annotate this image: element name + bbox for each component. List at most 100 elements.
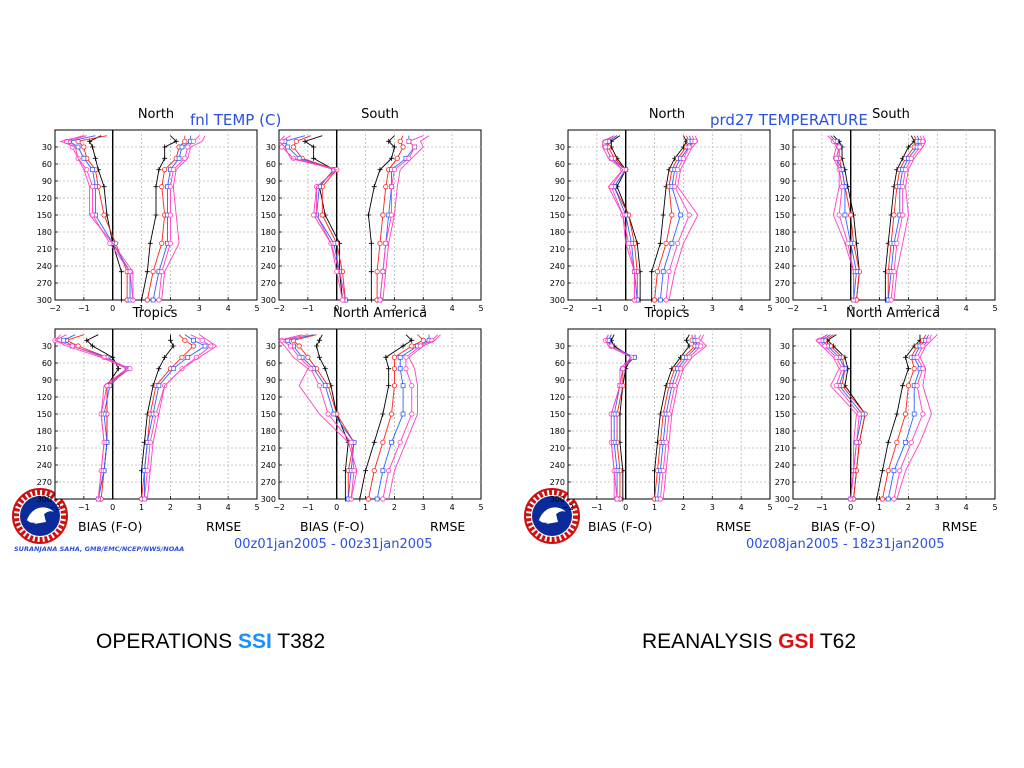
rmse-point <box>371 184 377 190</box>
y-tick-label: 300 <box>550 495 565 504</box>
x-tick-label: 0 <box>110 503 115 512</box>
y-tick-label: 30 <box>780 342 790 351</box>
rmse-point <box>920 411 926 417</box>
x-tick-label: 3 <box>421 503 426 512</box>
y-tick-label: 270 <box>37 279 52 288</box>
bias-point <box>833 354 839 360</box>
rmse-point <box>412 144 418 150</box>
rmse-series-line <box>146 334 218 500</box>
y-tick-label: 240 <box>775 262 790 271</box>
rmse-point <box>914 383 920 389</box>
rmse-series-line <box>376 334 430 500</box>
panel-0-0: 30 60 90 120 150 180 210 240 270 300−2 −1 0 1 2 3 4 5 Nor… <box>37 107 260 313</box>
x-tick-label: 1 <box>652 304 657 313</box>
rmse-point <box>374 496 380 502</box>
rmse-point <box>902 411 909 417</box>
y-tick-label: 180 <box>550 427 565 436</box>
x-tick-label: 3 <box>710 304 715 313</box>
rmse-point <box>383 354 389 360</box>
rmse-point <box>191 337 196 343</box>
x-tick-label: 5 <box>992 304 997 313</box>
y-tick-label: 210 <box>261 245 276 254</box>
x-tick-label: −1 <box>816 304 828 313</box>
bias-point <box>115 366 121 372</box>
x-tick-label: 2 <box>906 304 911 313</box>
caption-operations-ssi: SSI <box>237 630 272 653</box>
bias-point <box>92 155 98 161</box>
figure-title-reanalysis: prd27 TEMPERATURE <box>710 111 868 129</box>
rmse-point <box>179 144 185 150</box>
bias-point <box>110 354 116 360</box>
y-tick-label: 150 <box>261 211 276 220</box>
bias-point <box>84 337 90 343</box>
nws-logo-icon <box>12 488 68 544</box>
rmse-point <box>159 240 165 246</box>
rmse-series-line <box>382 135 430 301</box>
rmse-point <box>660 269 666 275</box>
rmse-point <box>654 269 661 275</box>
caption-operations-prefix: OPERATIONS <box>96 630 238 653</box>
rmse-series-line <box>161 135 206 301</box>
y-tick-label: 300 <box>37 495 52 504</box>
rmse-point <box>144 269 150 275</box>
rmse-series-line <box>887 334 930 500</box>
bias-point <box>848 212 854 218</box>
credit-label: SURANJANA SAHA, GMB/EMC/NCEP/NWS/NOAA <box>14 545 184 553</box>
y-tick-label: 240 <box>261 262 276 271</box>
rmse-point <box>683 337 689 343</box>
rmse-point <box>698 343 704 349</box>
rmse-point <box>386 383 392 389</box>
bias-series-line <box>292 135 346 301</box>
rmse-point <box>380 439 386 445</box>
x-tick-label: 4 <box>739 304 744 313</box>
rmse-point <box>208 343 214 349</box>
y-tick-label: 120 <box>261 393 276 402</box>
rmse-point <box>190 138 197 144</box>
rmse-point <box>651 297 658 303</box>
x-tick-label: 0 <box>334 304 339 313</box>
bias-point <box>845 240 851 246</box>
rmse-point <box>900 383 906 389</box>
bias-point <box>107 240 113 246</box>
rmse-point <box>141 496 148 502</box>
rmse-point <box>403 354 409 360</box>
rmse-point <box>903 354 909 360</box>
bias-point <box>101 184 107 190</box>
rmse-point <box>380 212 386 218</box>
rmse-point <box>672 383 678 389</box>
y-tick-label: 240 <box>37 461 52 470</box>
rmse-point <box>420 337 426 343</box>
period-label-ops: 00z01jan2005 - 00z31jan2005 <box>234 537 433 552</box>
rmse-series-line <box>654 135 690 301</box>
rmse-point <box>920 138 926 144</box>
rmse-point <box>903 439 908 445</box>
x-tick-label: −2 <box>787 503 799 512</box>
rmse-point <box>383 240 389 246</box>
rmse-point <box>176 155 182 161</box>
y-tick-label: 120 <box>775 393 790 402</box>
rmse-series-line <box>368 334 425 500</box>
panel-title: Tropics <box>132 306 178 321</box>
x-tick-label: 1 <box>363 503 368 512</box>
bias-point <box>90 167 95 173</box>
rmse-point <box>409 337 415 343</box>
rmse-point <box>657 496 663 502</box>
bias-series-line <box>602 135 635 300</box>
y-tick-label: 30 <box>780 143 790 152</box>
y-tick-label: 270 <box>550 279 565 288</box>
rmse-point <box>900 212 906 218</box>
y-tick-label: 30 <box>555 342 565 351</box>
rmse-point <box>159 269 165 275</box>
rmse-point <box>170 167 176 173</box>
bias-point <box>322 383 328 389</box>
rmse-point <box>397 354 403 360</box>
y-tick-label: 120 <box>37 393 52 402</box>
rmse-point <box>663 439 669 445</box>
rmse-point <box>657 297 663 303</box>
panel-title: North <box>138 107 174 122</box>
bias-series-line <box>833 135 860 301</box>
x-tick-label: 1 <box>877 304 882 313</box>
y-tick-label: 300 <box>261 296 276 305</box>
y-tick-label: 90 <box>266 376 276 385</box>
